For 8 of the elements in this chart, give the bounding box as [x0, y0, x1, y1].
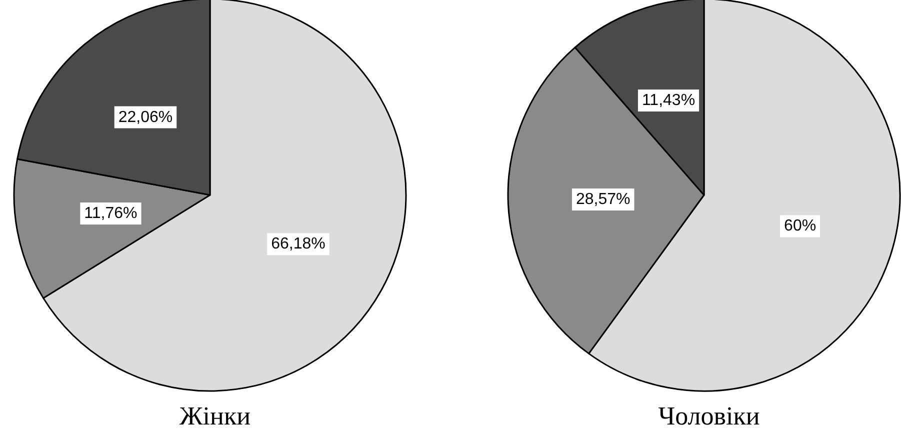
text: Чоловіки: [658, 402, 760, 430]
data-label: 28,57%: [576, 191, 630, 208]
text: Жінки: [180, 402, 251, 430]
data-label: 22,06%: [118, 108, 173, 126]
data-label: 60%: [784, 218, 816, 235]
data-label: 11,43%: [642, 92, 696, 109]
data-label: 11,76%: [84, 205, 138, 222]
data-label: 66,18%: [271, 236, 326, 253]
